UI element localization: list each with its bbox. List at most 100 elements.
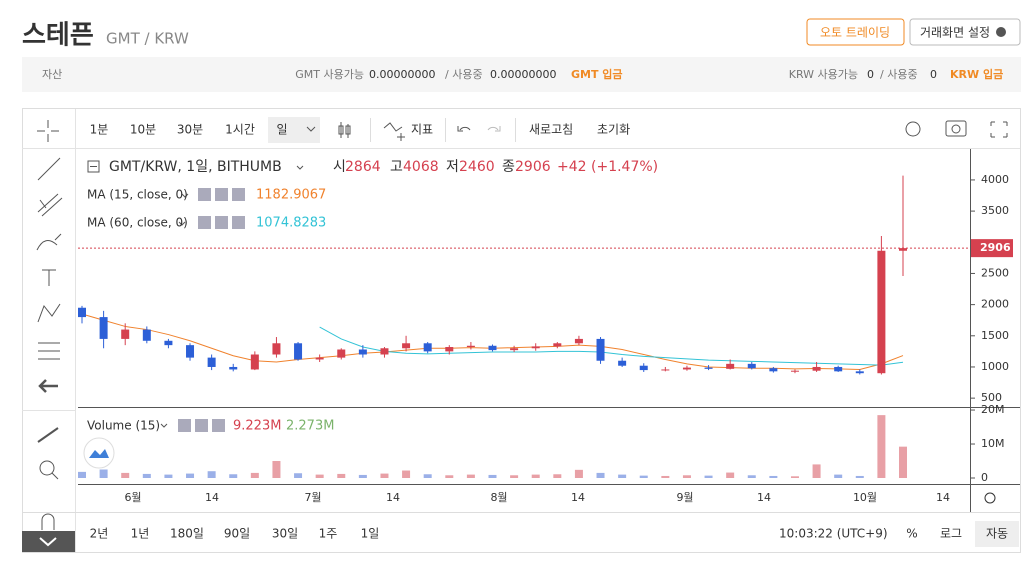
candle-body — [790, 370, 799, 372]
change: +42 (+1.47%) — [557, 159, 658, 175]
percent-button[interactable]: % — [906, 527, 917, 541]
sidebar-collapse[interactable] — [22, 531, 75, 552]
y-tick-label: 2000 — [981, 298, 1009, 311]
volume-bar — [639, 475, 648, 478]
low-value: 2460 — [459, 159, 495, 175]
krw-available: KRW 사용가능 — [789, 68, 858, 81]
y-tick-label: 1500 — [981, 329, 1009, 342]
last-price-box — [971, 239, 1013, 258]
candle-body — [661, 369, 670, 371]
axis-settings[interactable] — [984, 492, 996, 504]
candle-body — [726, 363, 735, 369]
drawing-tools[interactable] — [36, 120, 63, 530]
indicator-button[interactable]: 지표 — [411, 123, 433, 137]
log-button[interactable]: 로그 — [940, 527, 962, 541]
volume-bar — [186, 473, 195, 478]
x-tick-label: 14 — [205, 491, 219, 504]
reset-button[interactable]: 초기화 — [597, 123, 630, 137]
logo — [89, 449, 109, 458]
volume-bar — [337, 473, 346, 478]
candle-body — [402, 343, 411, 349]
range-button[interactable]: 1년 — [131, 527, 150, 541]
pair: GMT / KRW — [106, 30, 189, 48]
asset-bar — [22, 57, 1021, 92]
legend-buttons[interactable] — [178, 188, 245, 432]
toolbar-icons — [87, 120, 1008, 428]
interval-button[interactable]: 1시간 — [225, 123, 255, 137]
range-button[interactable]: 90일 — [224, 527, 250, 541]
volume-bar — [229, 474, 238, 478]
chart-frame — [22, 108, 1021, 553]
x-tick-label: 8월 — [490, 491, 507, 504]
range-button[interactable]: 180일 — [170, 527, 204, 541]
candle-body — [337, 349, 346, 358]
settings-label: 거래화면 설정 — [920, 26, 990, 40]
krw-in-use-value: 0 — [930, 68, 937, 81]
x-tick-label: 14 — [936, 491, 950, 504]
range-button[interactable]: 30일 — [272, 527, 298, 541]
candle-body — [639, 365, 648, 371]
volume-bar — [294, 473, 303, 478]
interval-button[interactable]: 10분 — [130, 123, 156, 137]
last-price-label: 2906 — [980, 241, 1011, 254]
candle-body — [250, 354, 259, 370]
interval-button[interactable]: 1분 — [90, 123, 109, 137]
candle-body — [877, 250, 886, 374]
candle-body — [380, 348, 389, 355]
volume-bar — [510, 475, 519, 478]
candle-body — [682, 367, 691, 370]
candle-body — [78, 307, 86, 318]
candle-body — [812, 366, 821, 371]
krw-deposit[interactable]: KRW 입금 — [950, 68, 1003, 81]
volume-bar — [790, 476, 799, 478]
range-button[interactable]: 1일 — [361, 527, 380, 541]
clock: 10:03:22 (UTC+9) — [779, 527, 888, 541]
volume-title: Volume (15) — [87, 419, 160, 433]
volume-tick-label: 20M — [981, 403, 1005, 416]
high-label: 고 — [390, 159, 403, 175]
volume-bar — [812, 464, 821, 478]
candle-body — [510, 348, 519, 351]
candle-body — [574, 338, 583, 344]
candle-body — [531, 346, 540, 349]
volume-bar — [358, 474, 367, 478]
interval-button[interactable]: 30분 — [177, 123, 203, 137]
y-tick-label: 1000 — [981, 360, 1009, 373]
candle-body — [164, 340, 173, 346]
candle-body — [121, 329, 130, 339]
volume-bar — [315, 474, 324, 478]
candle-body — [294, 343, 303, 360]
krw-in-use: / 사용중 — [880, 68, 918, 81]
x-tick-label: 9월 — [676, 491, 693, 504]
candle-body — [834, 366, 843, 372]
candle-body — [358, 349, 367, 355]
volume-bar — [272, 461, 281, 478]
gmt-deposit[interactable]: GMT 입금 — [571, 68, 623, 81]
candle-body — [855, 371, 864, 374]
x-tick-label: 6월 — [124, 491, 141, 504]
auto-button[interactable]: 자동 — [986, 527, 1008, 541]
ma60-value: 1074.8283 — [256, 216, 326, 231]
settings-button[interactable] — [909, 18, 1021, 46]
range-button[interactable]: 2년 — [90, 527, 109, 541]
candle-body — [272, 343, 281, 355]
candle-body — [445, 347, 454, 352]
gmt-available-value: 0.00000000 — [369, 68, 435, 81]
candle-body — [423, 343, 432, 352]
auto-selected — [975, 521, 1019, 547]
range-button[interactable]: 1주 — [319, 527, 338, 541]
candle-body — [142, 329, 151, 341]
candle-body — [99, 317, 108, 339]
gear-icon — [996, 27, 1006, 37]
auto-trading-button[interactable] — [806, 18, 905, 46]
volume-bar — [769, 475, 778, 478]
volume-bar — [380, 473, 389, 478]
volume-bar — [466, 474, 475, 478]
x-tick-label: 14 — [571, 491, 585, 504]
refresh-button[interactable]: 새로고침 — [529, 123, 573, 137]
interval-button[interactable]: 일 — [276, 123, 287, 137]
title: 스테픈 — [22, 21, 94, 51]
candle-body — [207, 357, 216, 367]
high-value: 4068 — [403, 159, 439, 175]
auto-trading-label: 오토 트레이딩 — [820, 26, 890, 40]
